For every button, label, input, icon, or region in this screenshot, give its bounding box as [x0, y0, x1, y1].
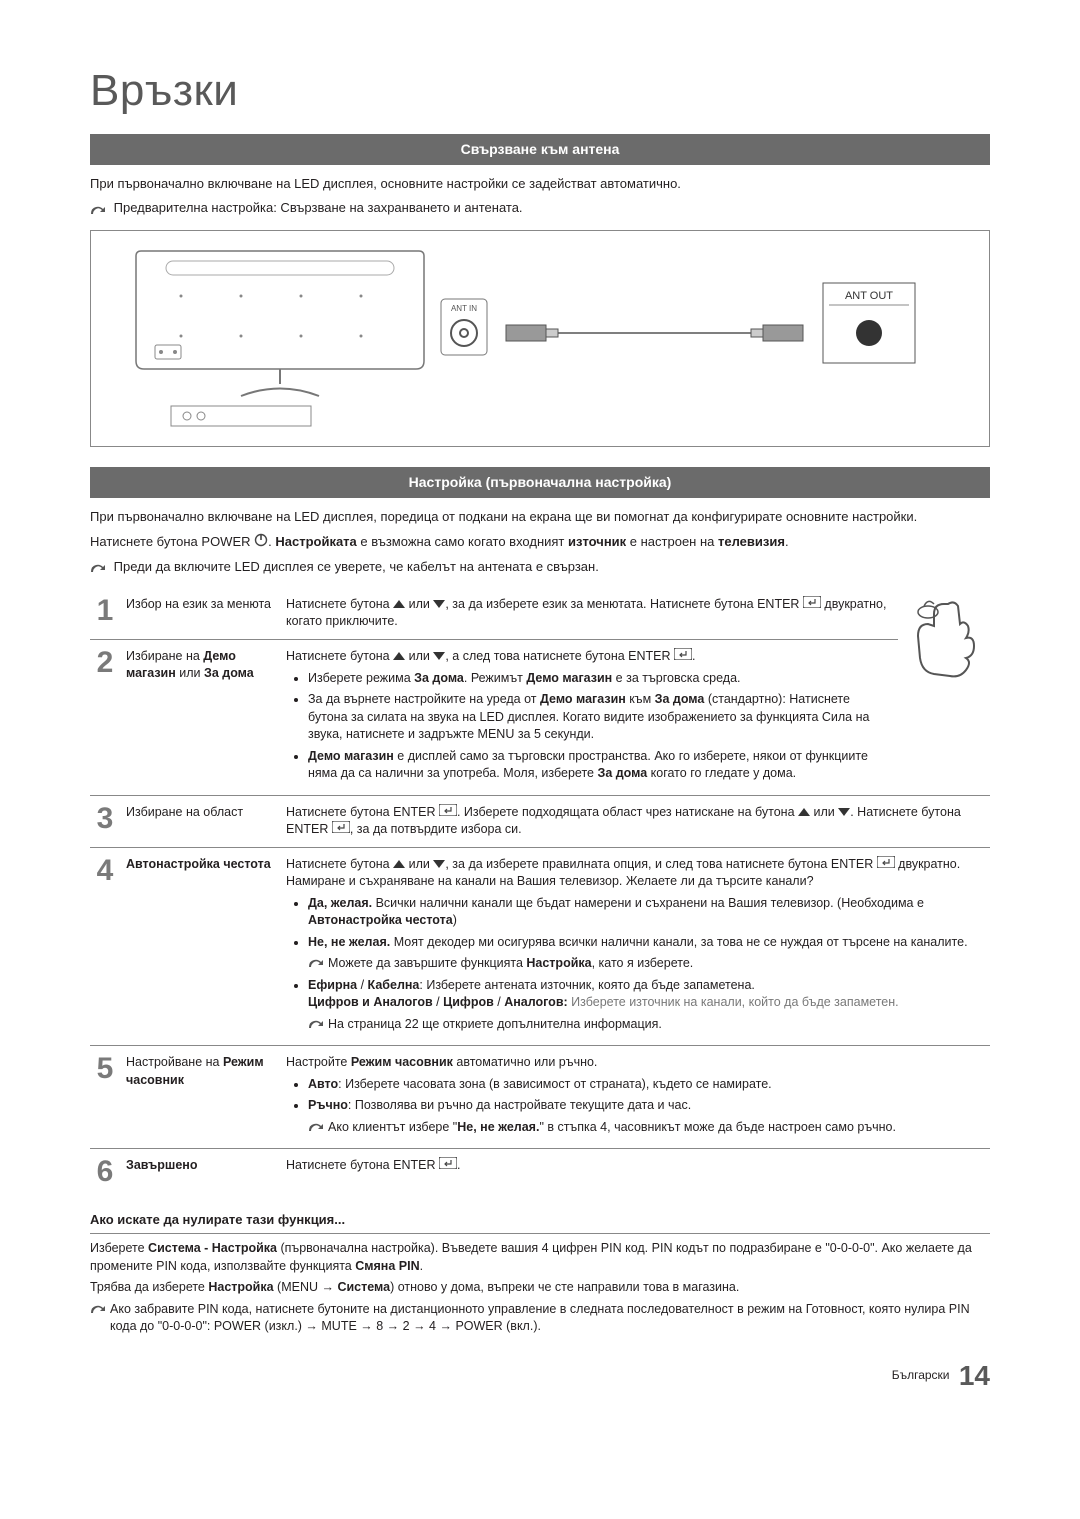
reset-p2: Трябва да изберете Настройка (MENU → Сис…: [90, 1279, 990, 1297]
step-row-6: 6 Завършено Натиснете бутона ENTER .: [90, 1149, 990, 1196]
list-item: Ръчно: Позволява ви ръчно да настройвате…: [308, 1097, 984, 1136]
arrow-up-icon: [798, 804, 810, 822]
step-desc: Натиснете бутона ENTER .: [280, 1149, 990, 1196]
step-label: Избиране на Демо магазин или За дома: [120, 639, 280, 795]
step-label: Избиране на област: [120, 795, 280, 847]
reset-body: Изберете Система - Настройка (първоначал…: [90, 1233, 990, 1336]
step-number: 1: [90, 588, 120, 640]
note-icon: [90, 203, 106, 215]
note-icon: [308, 1121, 324, 1133]
hand-illustration: [898, 588, 990, 795]
step-label: Избор на език за менюта: [120, 588, 280, 640]
step-row-2: 2 Избиране на Демо магазин или За дома Н…: [90, 639, 990, 795]
enter-icon: [803, 596, 821, 614]
sub-note: Ако клиентът избере "Не, не желая." в ст…: [308, 1119, 984, 1137]
step-number: 2: [90, 639, 120, 795]
hand-icon: [904, 596, 984, 706]
arrow-up-icon: [393, 648, 405, 666]
list-item: Да, желая. Всички налични канали ще бъда…: [308, 895, 984, 930]
step-desc: Натиснете бутона или , за да изберете ез…: [280, 588, 898, 640]
steps-table: 1 Избор на език за менюта Натиснете буто…: [90, 588, 990, 1195]
sub-note: На страница 22 ще откриете допълнителна …: [308, 1016, 984, 1034]
arrow-down-icon: [433, 648, 445, 666]
reset-heading: Ако искате да нулирате тази функция...: [90, 1211, 990, 1229]
step-label: Автонастройка честота: [120, 847, 280, 1046]
enter-icon: [439, 804, 457, 822]
antenna-note-text: Предварителна настройка: Свързване на за…: [114, 200, 523, 215]
step-desc: Натиснете бутона ENTER . Изберете подход…: [280, 795, 990, 847]
section-header-antenna: Свързване към антена: [90, 134, 990, 166]
note-icon: [90, 561, 106, 573]
arrow-down-icon: [838, 804, 850, 822]
step-number: 3: [90, 795, 120, 847]
step-number: 4: [90, 847, 120, 1046]
note-icon: [308, 957, 324, 969]
reset-note: Ако забравите PIN кода, натиснете бутони…: [90, 1301, 990, 1336]
arrow-up-icon: [393, 856, 405, 874]
enter-icon: [877, 856, 895, 874]
note-icon: [308, 1018, 324, 1030]
power-icon: [254, 533, 268, 552]
step-desc: Настройте Режим часовник автоматично или…: [280, 1046, 990, 1149]
page-title: Връзки: [90, 60, 990, 122]
ant-in-label: ANT IN: [451, 304, 477, 313]
step-row-4: 4 Автонастройка честота Натиснете бутона…: [90, 847, 990, 1046]
antenna-diagram-svg: Вход за захранване ANT IN ANT OUT: [111, 241, 931, 431]
arrow-up-icon: [393, 596, 405, 614]
list-item: Изберете режима За дома. Режимът Демо ма…: [308, 670, 892, 688]
step-row-5: 5 Настройване на Режим часовник Настройт…: [90, 1046, 990, 1149]
step-label: Настройване на Режим часовник: [120, 1046, 280, 1149]
antenna-note: Предварителна настройка: Свързване на за…: [90, 199, 990, 217]
footer-lang: Български: [892, 1368, 950, 1382]
step-row-3: 3 Избиране на област Натиснете бутона EN…: [90, 795, 990, 847]
enter-icon: [439, 1157, 457, 1175]
step-desc: Натиснете бутона или , за да изберете пр…: [280, 847, 990, 1046]
reset-p1: Изберете Система - Настройка (първоначал…: [90, 1240, 990, 1275]
list-item: Не, не желая. Моят декодер ми осигурява …: [308, 934, 984, 973]
step-number: 5: [90, 1046, 120, 1149]
step-label: Завършено: [120, 1149, 280, 1196]
ant-out-label: ANT OUT: [845, 290, 893, 302]
setup-intro2: Натиснете бутона POWER . Настройката е в…: [90, 533, 990, 552]
step-number: 6: [90, 1149, 120, 1196]
arrow-down-icon: [433, 596, 445, 614]
enter-icon: [332, 821, 350, 839]
page-footer: Български 14: [90, 1356, 990, 1395]
sub-note: Можете да завършите функцията Настройка,…: [308, 955, 984, 973]
list-item: Ефирна / Кабелна: Изберете антената изто…: [308, 977, 984, 1034]
step-desc: Натиснете бутона или , а след това натис…: [280, 639, 898, 795]
list-item: Демо магазин е дисплей само за търговски…: [308, 748, 892, 783]
step-row-1: 1 Избор на език за менюта Натиснете буто…: [90, 588, 990, 640]
setup-note: Преди да включите LED дисплея се уверете…: [90, 558, 990, 576]
list-item: За да върнете настройките на уреда от Де…: [308, 691, 892, 744]
arrow-down-icon: [433, 856, 445, 874]
antenna-intro: При първоначално включване на LED диспле…: [90, 175, 990, 193]
enter-icon: [674, 648, 692, 666]
antenna-diagram: Вход за захранване ANT IN ANT OUT: [90, 230, 990, 447]
section-header-setup: Настройка (първоначална настройка): [90, 467, 990, 499]
footer-page-number: 14: [959, 1360, 990, 1391]
setup-intro1: При първоначално включване на LED диспле…: [90, 508, 990, 526]
list-item: Авто: Изберете часовата зона (в зависимо…: [308, 1076, 984, 1094]
note-icon: [90, 1303, 106, 1315]
